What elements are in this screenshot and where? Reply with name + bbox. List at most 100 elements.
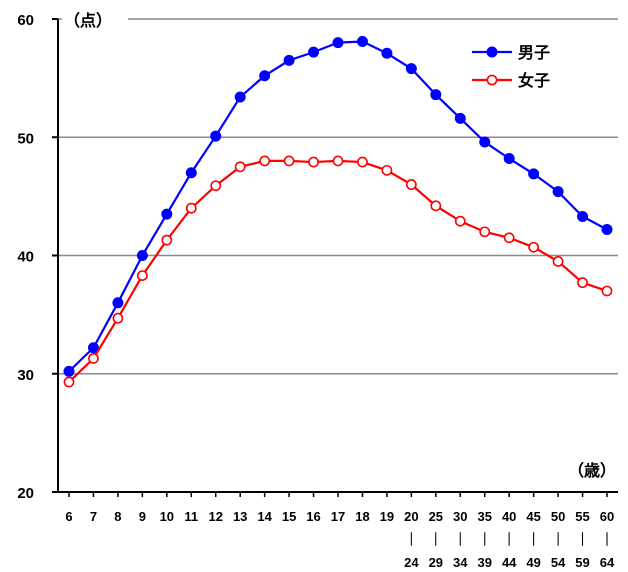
legend-label: 男子 [518, 44, 550, 62]
legend-marker [486, 46, 498, 58]
data-point [405, 63, 417, 75]
x-tick-label-end: 39 [477, 555, 491, 570]
x-tick-label: 12 [208, 509, 222, 524]
data-point [430, 200, 442, 212]
data-point [552, 256, 564, 267]
x-tick-label-end: 29 [429, 555, 443, 570]
y-unit-background [62, 8, 128, 30]
data-point [161, 234, 173, 246]
data-point [356, 35, 368, 47]
x-tick-label: 30 [453, 509, 467, 524]
y-axis-unit-label: （点） [64, 11, 112, 30]
y-tick-label: 60 [17, 12, 34, 29]
x-tick-label: 8 [114, 509, 121, 524]
data-point [577, 277, 588, 289]
x-tick-label: 55 [575, 509, 589, 524]
data-point [430, 89, 442, 101]
data-point [479, 226, 491, 238]
x-tick-label: 9 [139, 509, 146, 524]
data-point [136, 270, 148, 282]
y-tick-label: 30 [17, 367, 34, 384]
data-point [405, 179, 417, 190]
data-point [381, 164, 393, 176]
x-axis-unit-label: （歳） [568, 461, 616, 480]
y-tick-label: 40 [17, 249, 34, 266]
data-point [63, 376, 75, 388]
legend-background [466, 38, 578, 96]
data-point [136, 250, 148, 261]
data-point [185, 167, 197, 179]
x-tick-range-separator: ｜ [429, 532, 442, 547]
y-tick-labels: 20 30 40 50 60 [17, 12, 58, 502]
x-tick-label-end: 64 [600, 555, 615, 570]
data-point [210, 130, 222, 142]
data-point [332, 155, 344, 167]
x-tick-labels: 6 7 8 9 10 11 12 13 14 15 16 17 18 19 20 ｜ 24 25 ｜ 29 30 ｜ 34 3… [65, 492, 615, 570]
x-tick-label: 16 [306, 509, 320, 524]
data-point [601, 223, 613, 235]
data-point [357, 156, 368, 168]
x-tick-label-end: 59 [575, 555, 589, 570]
data-point [503, 232, 515, 244]
x-tick-label: 19 [380, 509, 394, 524]
x-tick-range-separator: ｜ [600, 532, 613, 547]
x-tick-label: 14 [257, 509, 272, 524]
gridlines [58, 18, 618, 375]
x-tick-range-separator: ｜ [527, 532, 540, 547]
x-tick-label: 18 [355, 509, 369, 524]
data-point [234, 91, 246, 103]
data-point [185, 202, 197, 214]
x-tick-label: 45 [526, 509, 540, 524]
data-point [283, 54, 295, 66]
x-tick-range-separator: ｜ [478, 532, 491, 547]
legend-marker [486, 74, 498, 86]
data-point [308, 46, 320, 58]
y-tick-label: 50 [17, 130, 34, 147]
data-point [503, 153, 515, 165]
data-point [88, 352, 99, 364]
x-tick-label: 10 [160, 509, 174, 524]
data-point [234, 161, 246, 173]
x-tick-label-end: 44 [502, 555, 517, 570]
x-tick-label: 50 [551, 509, 565, 524]
data-point [552, 186, 564, 198]
x-tick-label-end: 24 [404, 555, 419, 570]
series-1 [63, 35, 613, 377]
x-tick-range-separator: ｜ [552, 532, 565, 547]
data-point [161, 208, 173, 220]
x-tick-label: 40 [502, 509, 516, 524]
x-tick-label: 7 [90, 509, 97, 524]
data-point [283, 155, 295, 167]
data-point [528, 241, 540, 253]
legend-label: 女子 [518, 71, 550, 90]
x-tick-range-separator: ｜ [503, 532, 516, 547]
data-point [87, 342, 99, 354]
data-point [112, 312, 124, 324]
x-tick-label-end: 49 [526, 555, 540, 570]
x-tick-label: 13 [233, 509, 247, 524]
data-point [259, 70, 271, 82]
x-tick-label: 15 [282, 509, 296, 524]
x-tick-label: 11 [184, 509, 198, 524]
series-layer [63, 35, 613, 388]
data-point [332, 37, 344, 49]
series-2 [63, 155, 613, 388]
x-tick-label: 20 [404, 509, 418, 524]
data-point [577, 210, 589, 222]
x-tick-range-separator: ｜ [405, 532, 418, 547]
x-tick-label: 35 [477, 509, 491, 524]
data-point [210, 180, 222, 192]
data-point [308, 156, 319, 168]
data-point [381, 47, 393, 59]
series-line [68, 159, 608, 383]
data-point [454, 112, 466, 124]
x-tick-label: 25 [429, 509, 443, 524]
x-tick-range-separator: ｜ [576, 532, 589, 547]
x-tick-label: 6 [65, 509, 72, 524]
x-tick-label-end: 54 [551, 555, 566, 570]
x-tick-label: 60 [600, 509, 614, 524]
data-point [112, 297, 124, 309]
data-point [259, 155, 271, 167]
